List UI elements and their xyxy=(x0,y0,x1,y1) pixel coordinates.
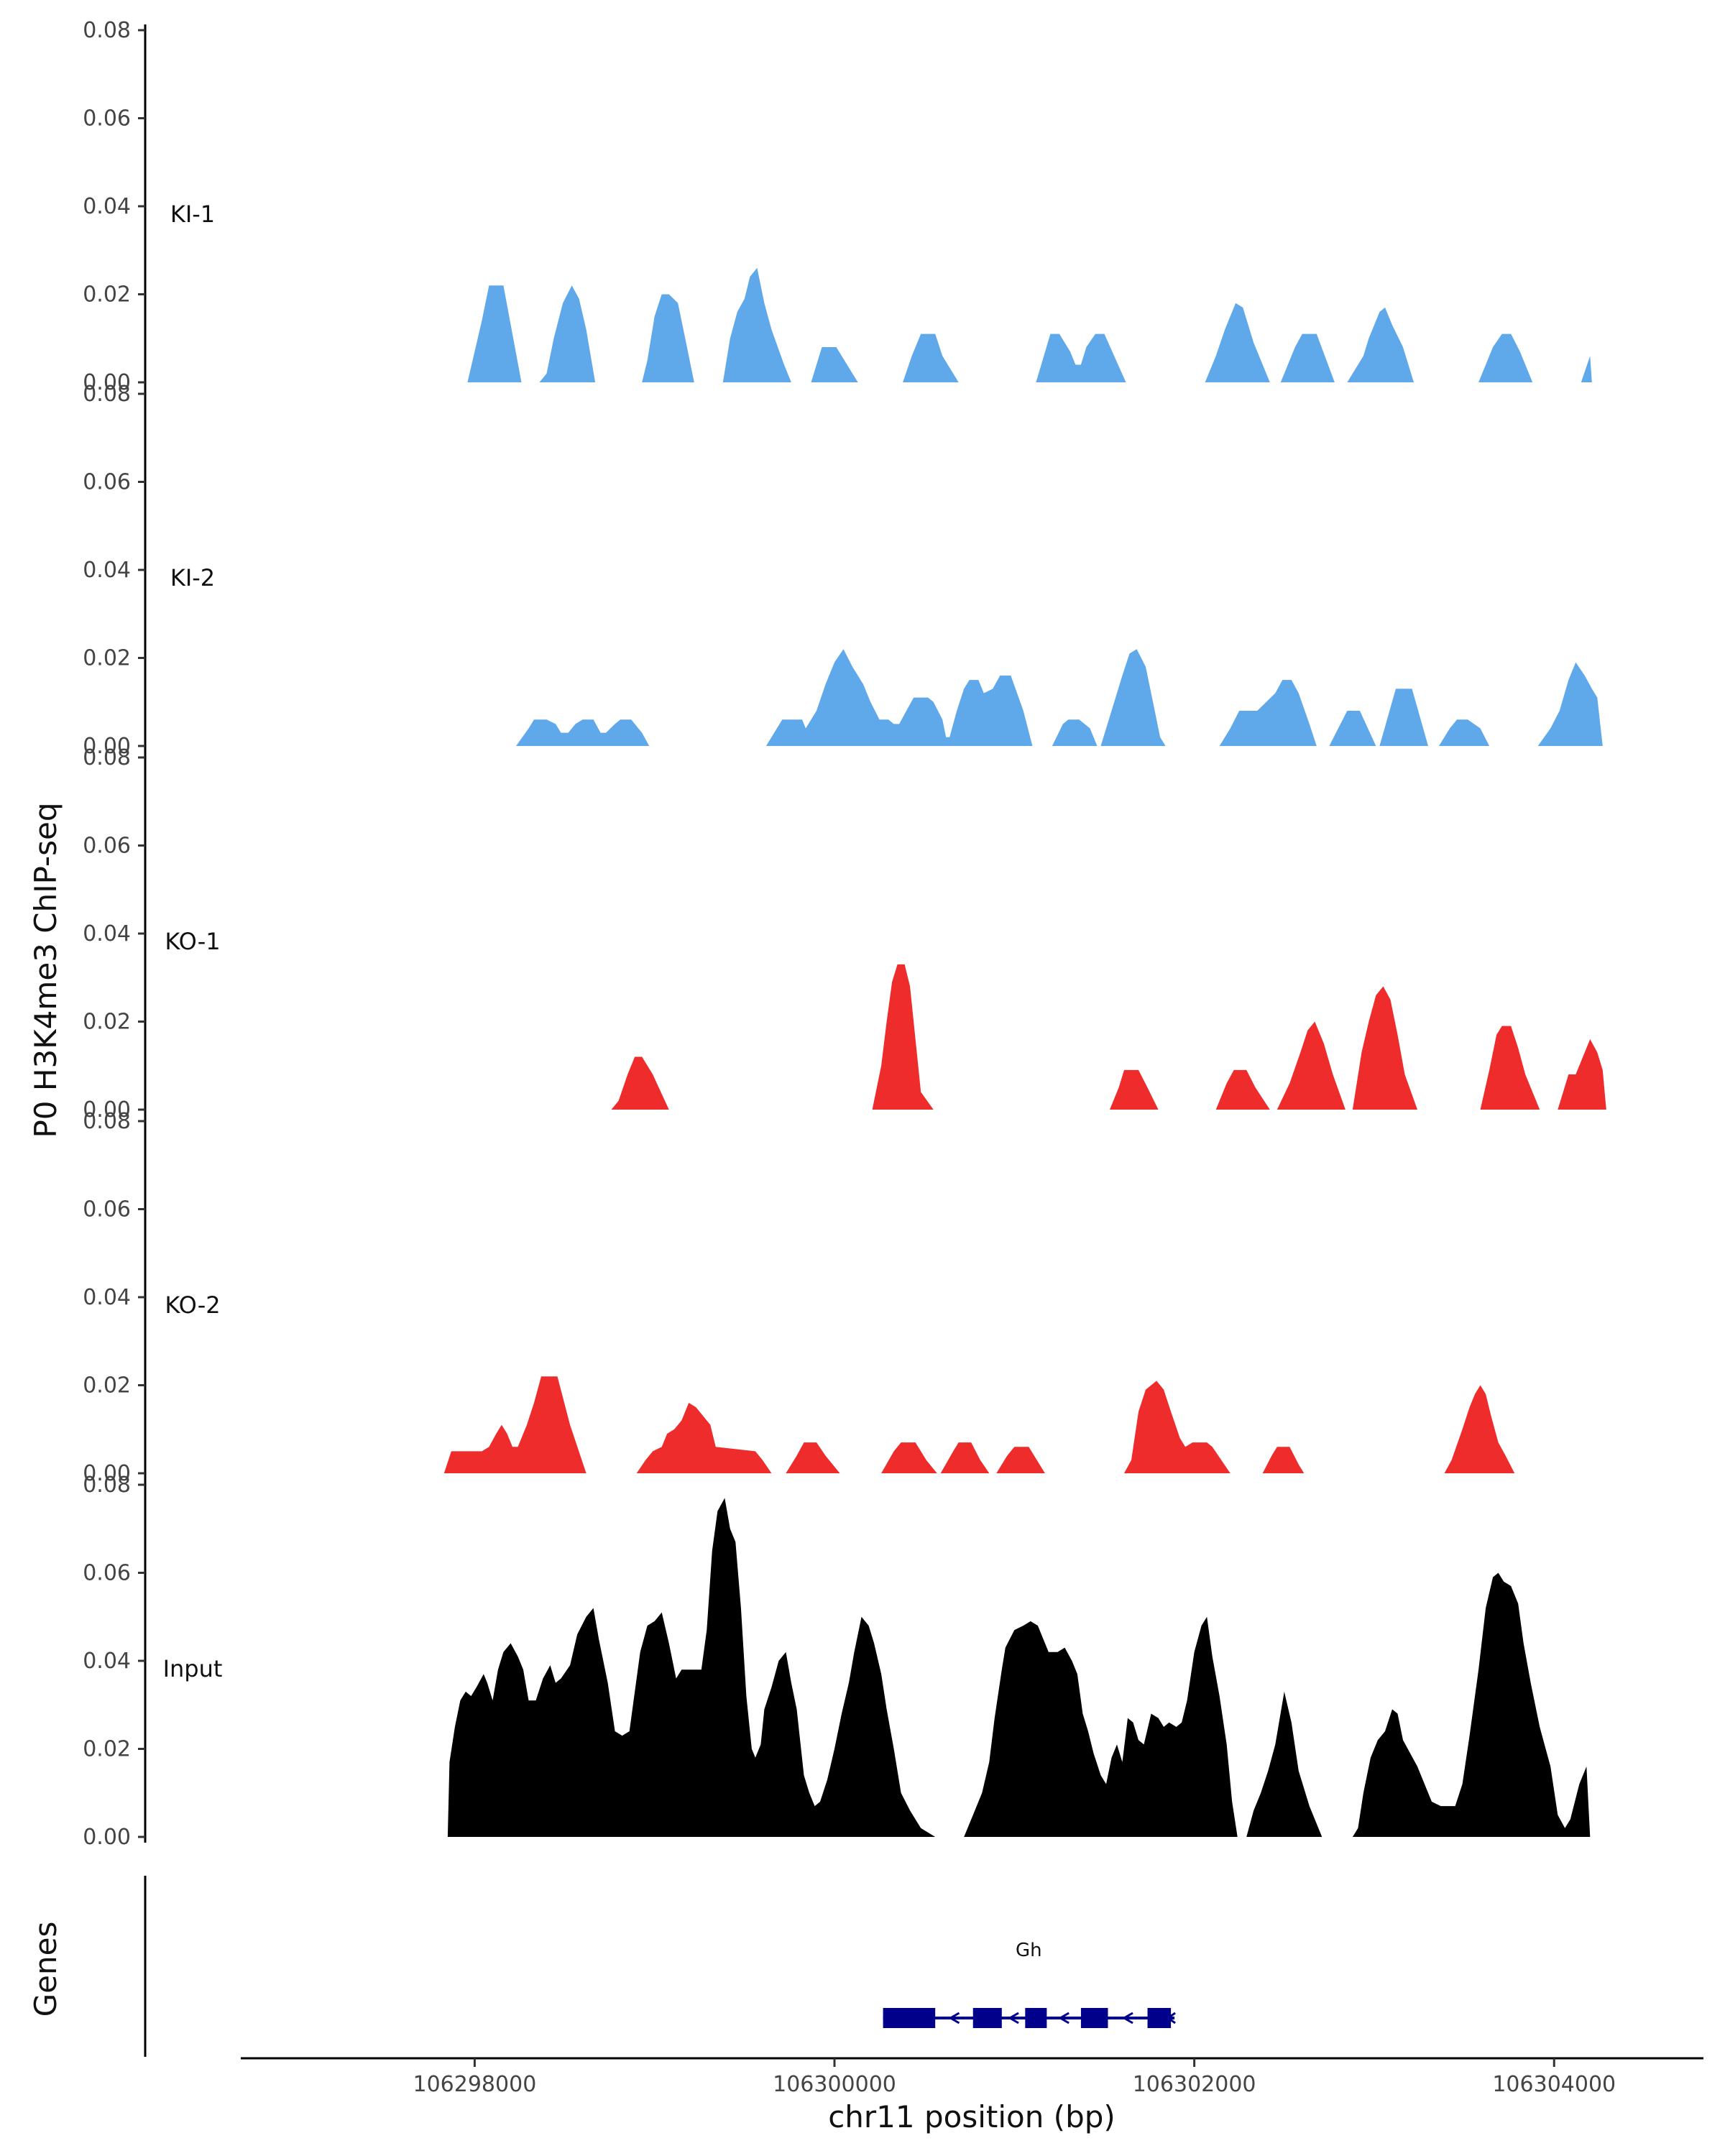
coverage-area-ki-2 xyxy=(1439,719,1490,746)
coverage-tracks: 0.00 0.02 0.04 0.06 0.08 KI-1 0.00 0.02 0.04 0.06… xyxy=(83,18,1606,1850)
coverage-area-ki-1 xyxy=(811,347,858,382)
y-tick-label-ki-2: 0.04 xyxy=(83,558,131,583)
gene-exon xyxy=(1080,2008,1108,2028)
coverage-area-ki-1 xyxy=(722,267,791,382)
coverage-area-ki-2 xyxy=(1379,688,1428,746)
coverage-area-ko-1 xyxy=(1480,1026,1540,1110)
coverage-area-ko-2 xyxy=(881,1442,937,1473)
coverage-area-ko-2 xyxy=(1262,1447,1305,1473)
coverage-area-ko-1 xyxy=(1110,1069,1159,1110)
coverage-area-ki-2 xyxy=(1537,662,1603,746)
coverage-area-ko-1 xyxy=(1352,986,1417,1110)
y-tick-label-input: 0.02 xyxy=(83,1737,131,1762)
y-tick-label-ki-1: 0.00 xyxy=(83,370,131,395)
track-label-ko-1: KO-1 xyxy=(165,928,220,955)
y-tick-label-ki-2: 0.02 xyxy=(83,646,131,671)
track-ki-2: 0.00 0.02 0.04 0.06 0.08 KI-2 xyxy=(83,382,1603,759)
coverage-area-ko-2 xyxy=(940,1442,990,1473)
coverage-area-ki-1 xyxy=(1205,303,1270,382)
y-tick-label-ki-1: 0.04 xyxy=(83,194,131,219)
gene-model xyxy=(883,2008,1176,2028)
y-tick-label-ko-1: 0.08 xyxy=(83,745,131,770)
coverage-area-input xyxy=(1246,1691,1322,1837)
coverage-area-ki-2 xyxy=(1329,711,1376,746)
y-tick-label-input: 0.04 xyxy=(83,1649,131,1674)
coverage-area-input xyxy=(1352,1572,1591,1837)
track-ko-1: 0.00 0.02 0.04 0.06 0.08 KO-1 xyxy=(83,745,1606,1123)
coverage-area-ko-1 xyxy=(1558,1039,1606,1110)
coverage-area-ki-1 xyxy=(1036,333,1126,382)
coverage-area-input xyxy=(447,1498,936,1837)
coverage-area-ko-2 xyxy=(1124,1381,1230,1473)
gene-strand-arrow xyxy=(1166,2012,1176,2024)
x-tick-label: 106300000 xyxy=(773,2072,896,2097)
y-tick-label-ki-2: 0.08 xyxy=(83,382,131,407)
coverage-area-ki-1 xyxy=(467,285,522,382)
y-tick-label-ko-2: 0.08 xyxy=(83,1109,131,1134)
coverage-area-ki-1 xyxy=(539,285,596,382)
gene-exon xyxy=(1025,2008,1047,2028)
gene-strand-arrow xyxy=(948,2012,960,2024)
track-label-ko-2: KO-2 xyxy=(165,1291,220,1319)
gene-exon xyxy=(972,2008,1002,2028)
x-tick-label: 106302000 xyxy=(1133,2072,1256,2097)
track-ko-2: 0.00 0.02 0.04 0.06 0.08 KO-2 xyxy=(83,1109,1515,1486)
coverage-area-ko-2 xyxy=(786,1442,840,1473)
coverage-area-ki-1 xyxy=(1478,333,1533,382)
y-tick-label-ko-1: 0.06 xyxy=(83,834,131,859)
y-tick-label-ki-1: 0.02 xyxy=(83,282,131,308)
coverage-area-ki-1 xyxy=(903,333,959,382)
gene-strand-arrow xyxy=(1008,2012,1019,2024)
track-ki-1: 0.00 0.02 0.04 0.06 0.08 KI-1 xyxy=(83,18,1592,395)
y-tick-label-ki-2: 0.06 xyxy=(83,470,131,495)
y-tick-label-ko-1: 0.02 xyxy=(83,1010,131,1035)
coverage-area-ki-2 xyxy=(1052,719,1098,746)
coverage-area-ko-2 xyxy=(996,1447,1045,1473)
y-tick-label-ko-2: 0.04 xyxy=(83,1285,131,1310)
coverage-area-ko-1 xyxy=(872,964,934,1110)
coverage-area-ki-2 xyxy=(516,719,650,746)
coverage-area-ko-1 xyxy=(1276,1021,1346,1110)
coverage-area-ki-2 xyxy=(1219,680,1317,746)
y-tick-label-ki-2: 0.00 xyxy=(83,734,131,759)
y-tick-label-ki-1: 0.08 xyxy=(83,18,131,43)
gene-name-label: Gh xyxy=(1016,1940,1042,1961)
x-axis: 106298000 106300000 106302000 106304000 xyxy=(241,2057,1703,2097)
y-tick-label-input: 0.06 xyxy=(83,1561,131,1586)
genes-track-title: Genes xyxy=(28,1922,63,2017)
x-tick-label: 106298000 xyxy=(413,2072,537,2097)
y-axis-title: P0 H3K4me3 ChIP-seq xyxy=(28,802,63,1138)
track-label-ki-2: KI-2 xyxy=(170,564,215,591)
y-tick-label-ko-2: 0.02 xyxy=(83,1373,131,1399)
x-tick-label: 106304000 xyxy=(1492,2072,1616,2097)
coverage-area-ki-2 xyxy=(765,649,1033,746)
coverage-area-ki-2 xyxy=(1100,649,1166,746)
y-tick-label-ko-1: 0.00 xyxy=(83,1097,131,1123)
coverage-area-ki-1 xyxy=(1280,333,1335,382)
coverage-area-ko-2 xyxy=(1444,1385,1515,1473)
coverage-area-ko-2 xyxy=(636,1403,772,1473)
gene-strand-arrow xyxy=(1122,2012,1133,2024)
track-label-ki-1: KI-1 xyxy=(170,201,215,228)
y-tick-label-input: 0.08 xyxy=(83,1473,131,1498)
coverage-area-ko-1 xyxy=(611,1056,669,1110)
x-axis-title: chr11 position (bp) xyxy=(828,2099,1116,2134)
gene-exon xyxy=(883,2008,936,2028)
track-input: 0.00 0.02 0.04 0.06 0.08 Input xyxy=(83,1473,1591,1850)
y-tick-label-ki-1: 0.06 xyxy=(83,106,131,132)
genes-panel: Genes Gh xyxy=(28,1876,1176,2057)
track-label-input: Input xyxy=(163,1655,223,1682)
coverage-area-ki-1 xyxy=(642,294,694,382)
coverage-area-ki-1 xyxy=(1581,356,1592,382)
coverage-area-ki-1 xyxy=(1347,307,1414,382)
coverage-area-input xyxy=(964,1616,1238,1837)
y-tick-label-ko-2: 0.00 xyxy=(83,1461,131,1486)
y-tick-label-ko-1: 0.04 xyxy=(83,921,131,946)
y-tick-label-ko-2: 0.06 xyxy=(83,1197,131,1222)
y-tick-label-input: 0.00 xyxy=(83,1825,131,1850)
coverage-area-ko-1 xyxy=(1215,1069,1270,1110)
gene-strand-arrow xyxy=(1058,2012,1070,2024)
coverage-area-ko-2 xyxy=(443,1376,586,1473)
